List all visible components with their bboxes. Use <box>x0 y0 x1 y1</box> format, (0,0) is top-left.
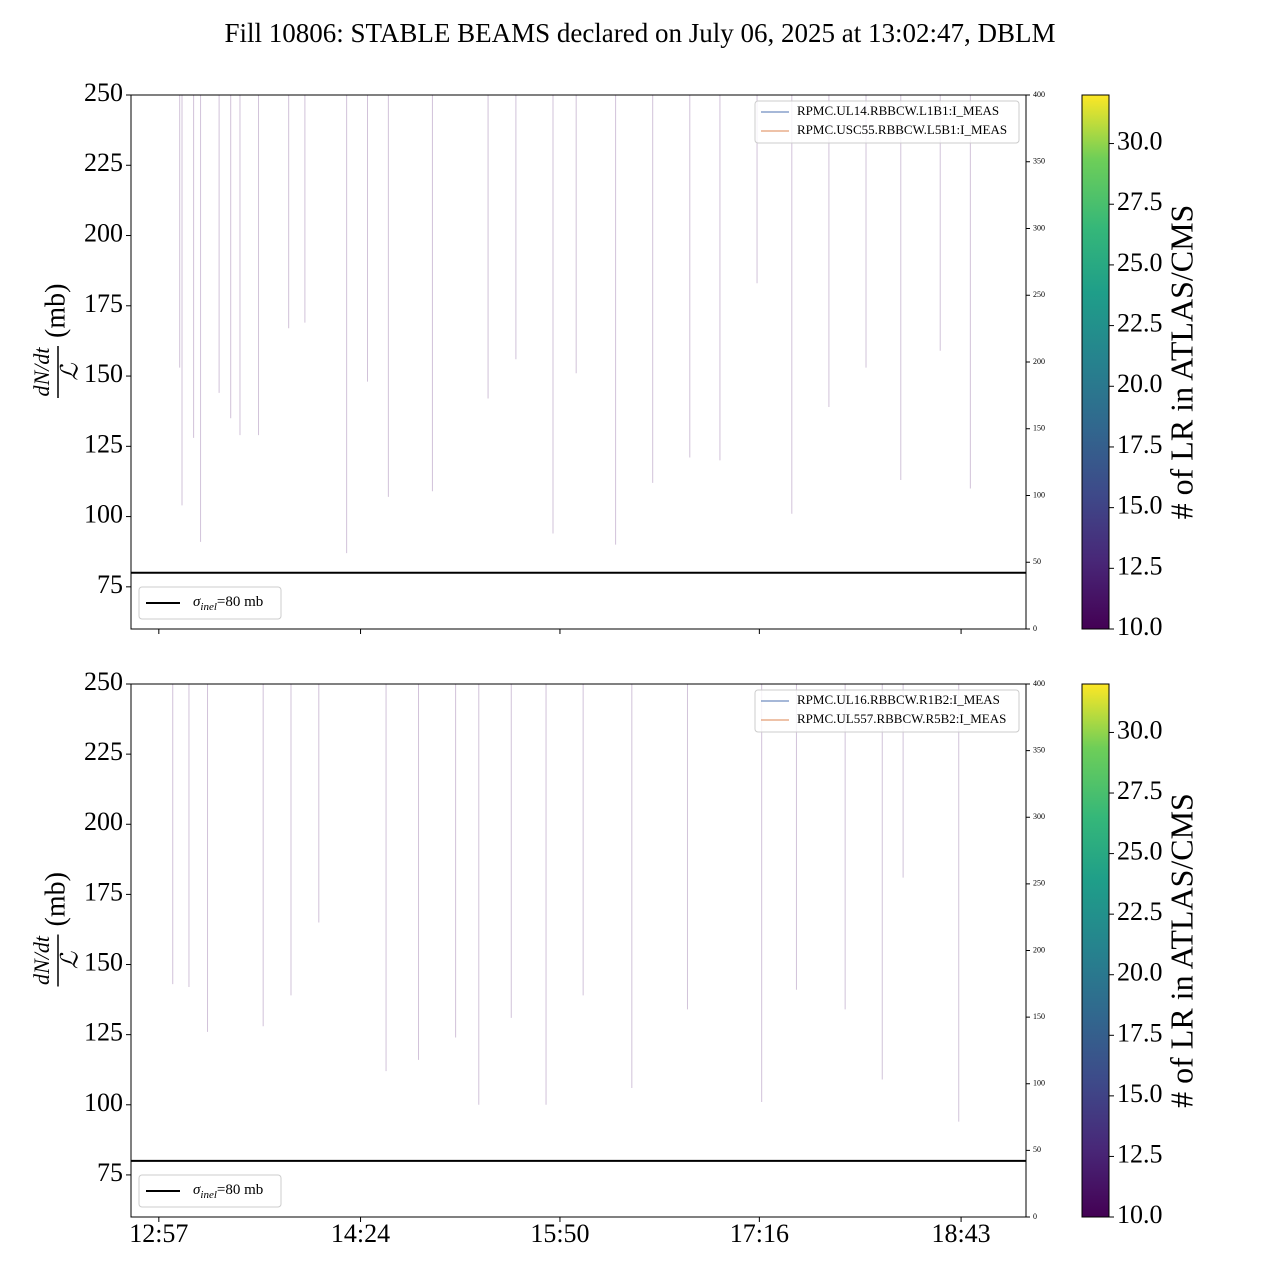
colorbar-tick-label: 22.5 <box>1117 897 1163 926</box>
y2-tick-label: 0 <box>1033 1212 1037 1221</box>
y-tick-label: 225 <box>84 737 123 766</box>
colorbar-tick-label: 30.0 <box>1117 127 1163 156</box>
colorbar-tick-label: 15.0 <box>1117 1079 1163 1108</box>
y2-tick-label: 0 <box>1033 624 1037 633</box>
y2-tick-label: 100 <box>1033 1079 1045 1088</box>
y-label-unit: (mb) <box>40 284 71 338</box>
legend-label: RPMC.UL557.RBBCW.R5B2:I_MEAS <box>797 711 1006 726</box>
legend-label: σinel=80 mb <box>193 1182 263 1200</box>
colorbar-tick-label: 30.0 <box>1117 715 1163 744</box>
y-tick-label: 250 <box>84 667 123 696</box>
colorbar <box>1081 683 1110 1218</box>
colorbar-label: # of LR in ATLAS/CMS <box>1163 205 1199 520</box>
y-label-unit: (mb) <box>40 872 71 926</box>
y-tick-label: 200 <box>84 807 123 836</box>
y2-tick-label: 50 <box>1033 557 1041 566</box>
y-tick-label: 100 <box>84 1088 123 1117</box>
colorbar-tick-label: 17.5 <box>1117 430 1163 459</box>
legend-box <box>754 689 1020 733</box>
legend-symbol: σ <box>193 1182 201 1198</box>
colorbar-tick-label: 10.0 <box>1117 1200 1163 1229</box>
colorbar <box>1081 94 1110 630</box>
colorbar-tick-label: 27.5 <box>1117 776 1163 805</box>
y2-tick-label: 350 <box>1033 745 1045 754</box>
colorbar-tick-label: 20.0 <box>1117 958 1163 987</box>
y2-tick-label: 250 <box>1033 879 1045 888</box>
y2-tick-label: 350 <box>1033 157 1045 166</box>
colorbar-label: # of LR in ATLAS/CMS <box>1163 793 1199 1108</box>
plot-area <box>131 684 1026 1217</box>
legend-symbol: σ <box>193 594 201 610</box>
colorbar-tick-label: 25.0 <box>1117 837 1163 866</box>
y-label-denominator: ℒ <box>58 951 84 969</box>
y-label-denominator: ℒ <box>58 363 84 381</box>
colorbar-tick-label: 17.5 <box>1117 1018 1163 1047</box>
y-tick-label: 175 <box>84 877 123 906</box>
colorbar-tick-label: 10.0 <box>1117 612 1163 641</box>
y2-tick-label: 300 <box>1033 812 1045 821</box>
y-tick-label: 250 <box>84 78 123 107</box>
legend-subscript: inel <box>200 1189 217 1201</box>
y2-tick-label: 150 <box>1033 1012 1045 1021</box>
legend-subscript: inel <box>200 601 217 613</box>
colorbar-tick-label: 12.5 <box>1117 1139 1163 1168</box>
y-axis-label: dN/dt ℒ (mb) <box>29 284 84 398</box>
y-tick-label: 150 <box>84 359 123 388</box>
x-tick-label: 15:50 <box>530 1219 589 1248</box>
colorbar-tick-label: 22.5 <box>1117 309 1163 338</box>
y2-tick-label: 250 <box>1033 290 1045 299</box>
y-tick-label: 150 <box>84 947 123 976</box>
y2-tick-label: 200 <box>1033 945 1045 954</box>
legend-box <box>754 100 1020 144</box>
y2-tick-label: 400 <box>1033 679 1045 688</box>
colorbar-tick-label: 27.5 <box>1117 187 1163 216</box>
y2-tick-label: 300 <box>1033 223 1045 232</box>
y-tick-label: 200 <box>84 218 123 247</box>
y-tick-label: 225 <box>84 148 123 177</box>
figure-title: Fill 10806: STABLE BEAMS declared on Jul… <box>224 18 1055 48</box>
x-tick-label: 12:57 <box>129 1219 188 1248</box>
legend-text: =80 mb <box>217 594 263 610</box>
legend-label: RPMC.USC55.RBBCW.L5B1:I_MEAS <box>797 122 1007 137</box>
y-tick-label: 100 <box>84 500 123 529</box>
y-tick-label: 75 <box>97 1158 123 1187</box>
y-tick-label: 125 <box>84 429 123 458</box>
colorbar-tick-label: 15.0 <box>1117 491 1163 520</box>
y-label-numerator: dN/dt <box>29 935 54 985</box>
y-tick-label: 175 <box>84 289 123 318</box>
x-tick-label: 18:43 <box>931 1219 990 1248</box>
y-axis-label: dN/dt ℒ (mb) <box>29 872 84 987</box>
legend-text: =80 mb <box>217 1182 263 1198</box>
legend-box <box>138 586 282 620</box>
legend-label: σinel=80 mb <box>193 594 263 612</box>
colorbar-tick-label: 25.0 <box>1117 248 1163 277</box>
y2-tick-label: 150 <box>1033 424 1045 433</box>
y2-tick-label: 400 <box>1033 90 1045 99</box>
legend-label: RPMC.UL16.RBBCW.R1B2:I_MEAS <box>797 692 1000 707</box>
legend-box <box>138 1174 282 1208</box>
y-tick-label: 75 <box>97 570 123 599</box>
y2-tick-label: 50 <box>1033 1145 1041 1154</box>
x-tick-label: 14:24 <box>331 1219 390 1248</box>
colorbar-tick-label: 20.0 <box>1117 369 1163 398</box>
y2-tick-label: 200 <box>1033 357 1045 366</box>
colorbar-tick-label: 12.5 <box>1117 551 1163 580</box>
y-tick-label: 125 <box>84 1018 123 1047</box>
x-tick-label: 17:16 <box>730 1219 789 1248</box>
plot-area <box>131 95 1026 629</box>
legend-label: RPMC.UL14.RBBCW.L1B1:I_MEAS <box>797 103 999 118</box>
y2-tick-label: 100 <box>1033 490 1045 499</box>
y-label-numerator: dN/dt <box>29 347 54 397</box>
